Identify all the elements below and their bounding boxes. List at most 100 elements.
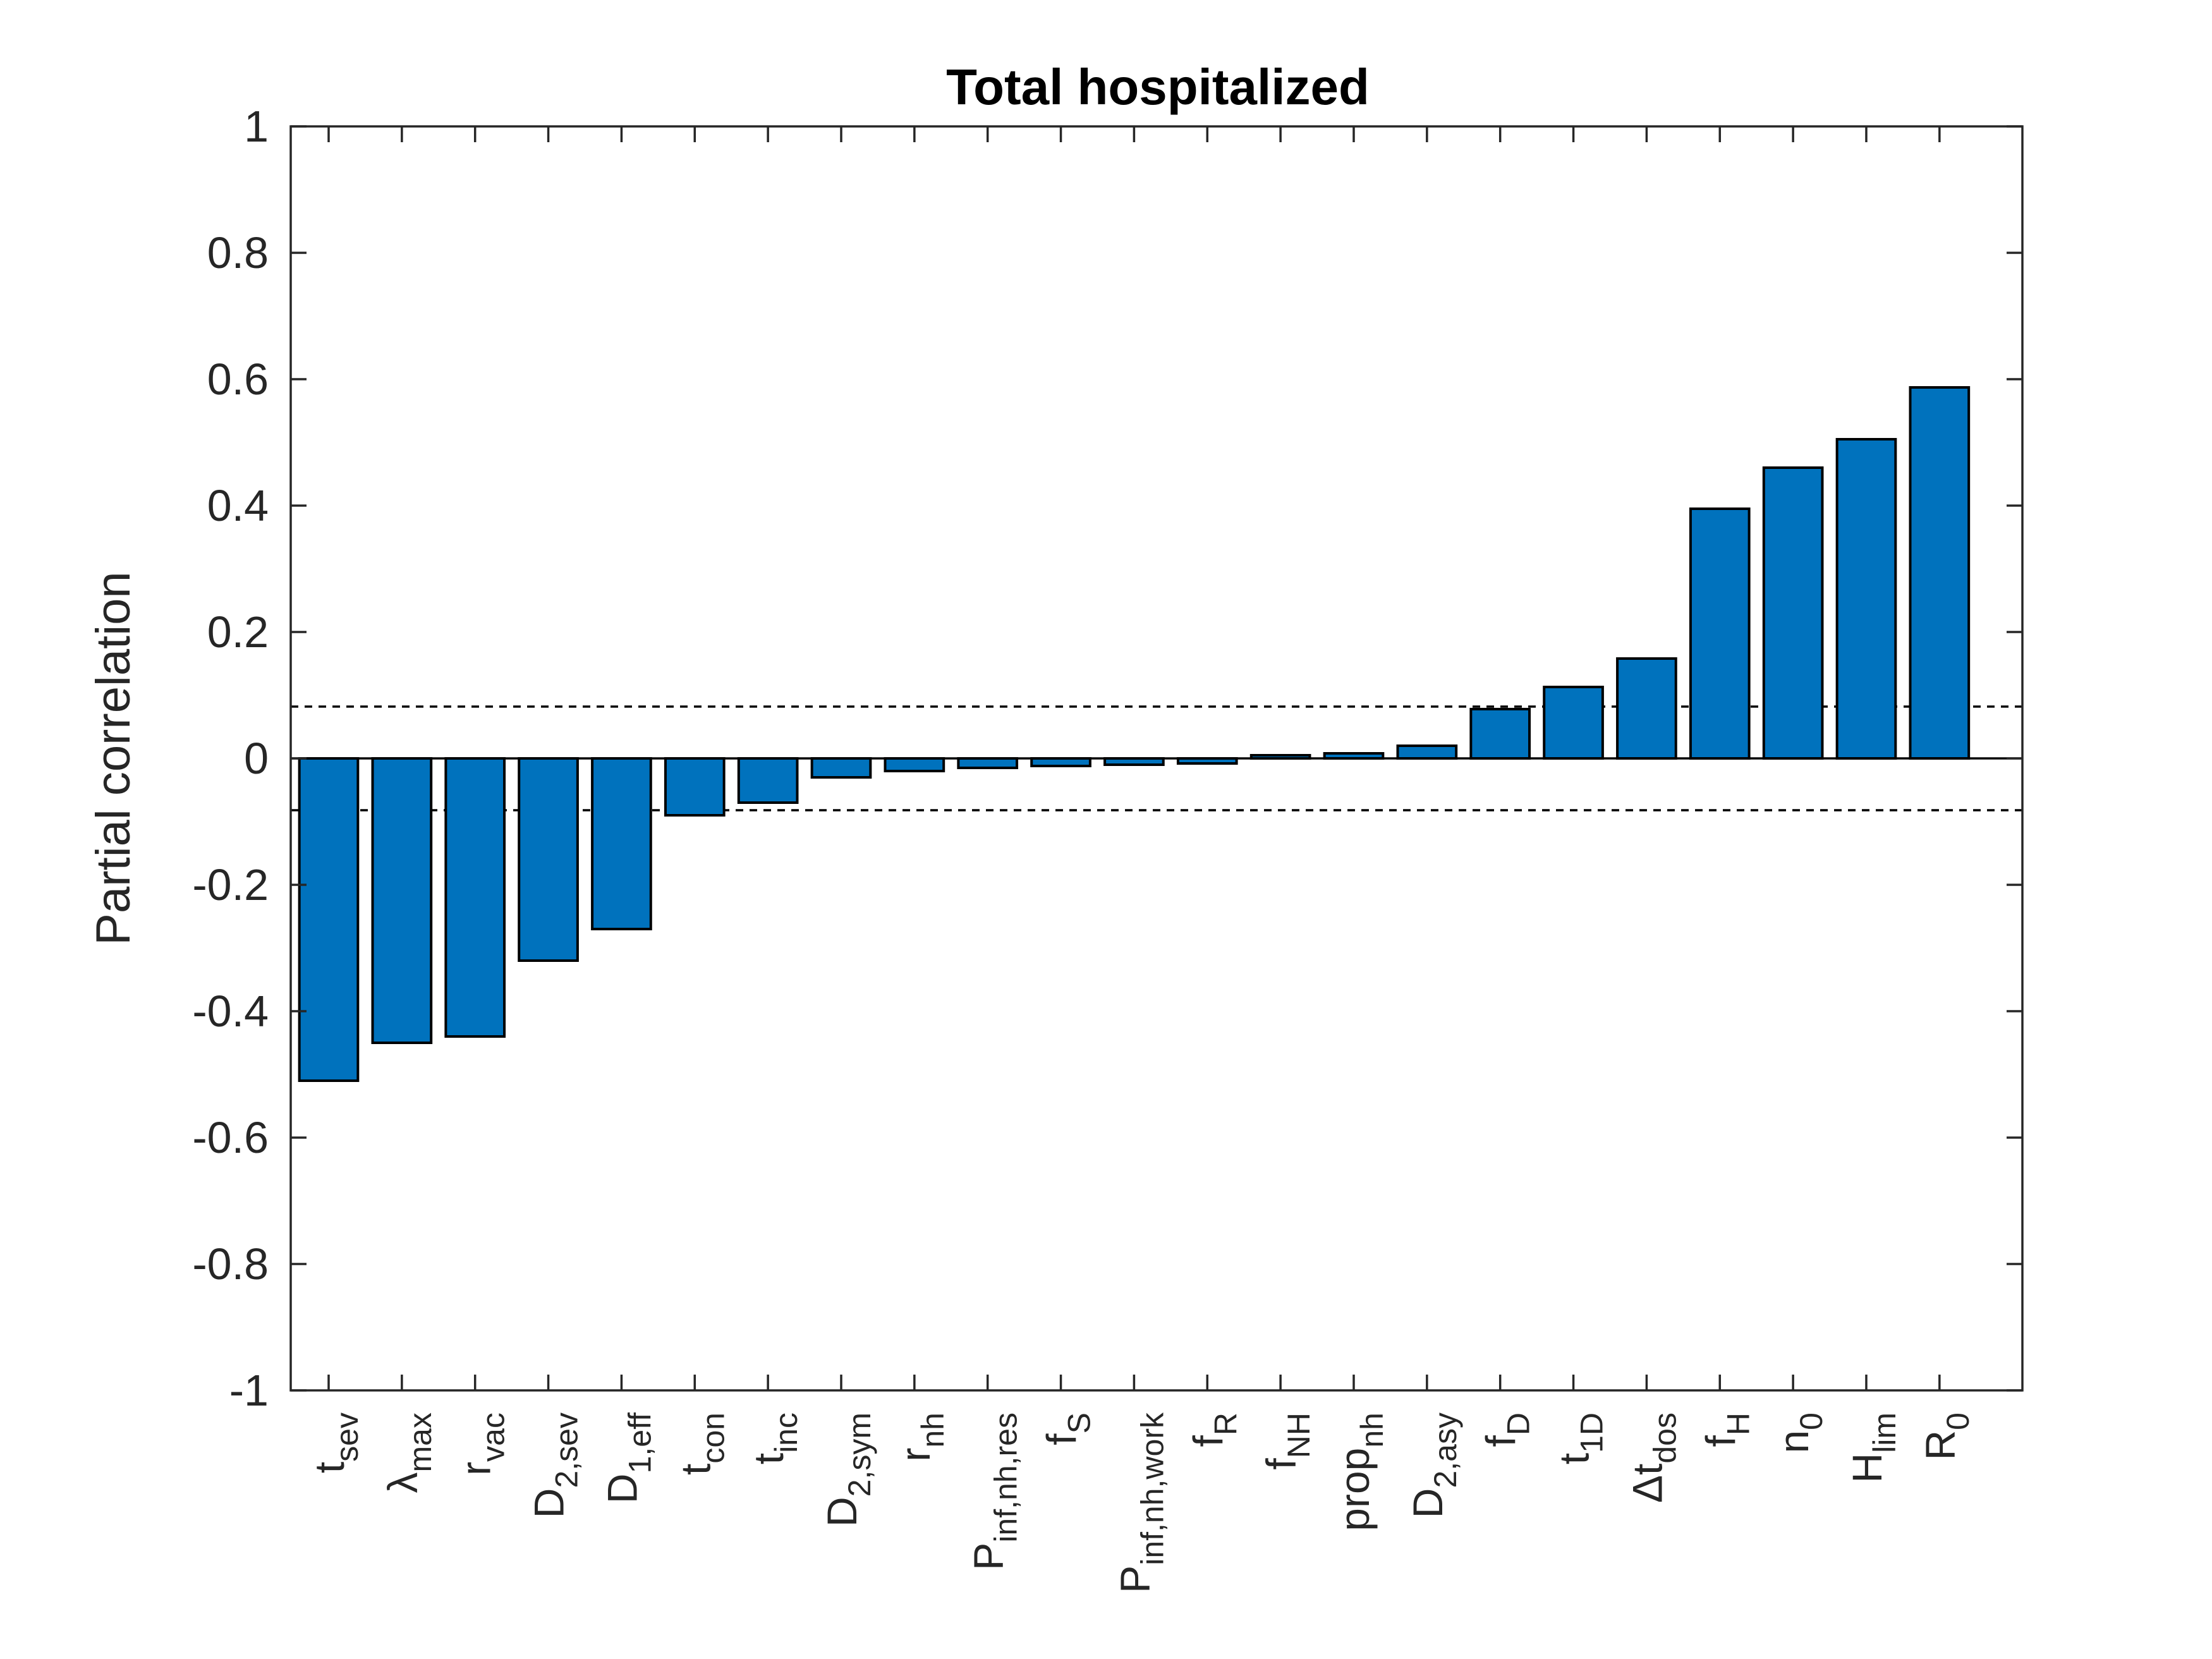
- x-tick-label-base: λ: [379, 1472, 426, 1493]
- x-tick-label: D2,asy: [1404, 1413, 1463, 1518]
- x-tick-label: tinc: [745, 1413, 804, 1464]
- x-tick-label-subscript: 1,eff: [622, 1413, 657, 1473]
- x-tick-label: rvac: [453, 1413, 511, 1476]
- x-tick-label: D2,sym: [818, 1413, 877, 1527]
- bar-3: [518, 757, 579, 962]
- x-tick-label-base: H: [1844, 1453, 1890, 1483]
- y-tick-label: 0.6: [207, 355, 269, 404]
- x-tick-label-base: D: [1404, 1488, 1451, 1519]
- y-axis-label: Partial correlation: [87, 571, 140, 945]
- y-tick-label: 0.2: [207, 607, 269, 657]
- x-tick-label-base: f: [1184, 1435, 1231, 1447]
- x-tick-label-base: D: [818, 1497, 865, 1527]
- x-tick-label-subscript: NH: [1281, 1413, 1316, 1458]
- x-tick-label-base: t: [745, 1453, 792, 1464]
- chart-title: Total hospitalized: [946, 59, 1370, 115]
- x-tick-label-base: D: [599, 1473, 645, 1504]
- x-tick-label: fR: [1184, 1413, 1243, 1447]
- x-tick-label: λmax: [379, 1413, 438, 1493]
- x-tick-label-subscript: R: [1208, 1413, 1243, 1435]
- bar-17: [1543, 686, 1604, 760]
- x-tick-label-base: f: [1038, 1433, 1085, 1445]
- x-tick-label-subscript: 2,sev: [549, 1413, 585, 1488]
- bar-15: [1396, 744, 1458, 760]
- y-tick-label: -1: [229, 1366, 269, 1415]
- x-tick-label: t1D: [1551, 1413, 1610, 1464]
- x-tick-label-base: R: [1917, 1430, 1964, 1461]
- bar-18: [1616, 657, 1677, 760]
- bar-22: [1909, 386, 1971, 760]
- y-axis: 1 0.8 0.6 0.4 0.2 0 -0.2 -0.4 -0.6 -0.8 -1: [192, 102, 2022, 1415]
- x-tick-label: R0: [1917, 1413, 1976, 1460]
- x-tick-label: Hlim: [1844, 1413, 1902, 1483]
- x-tick-label-base: t: [672, 1464, 719, 1475]
- bar-4: [591, 757, 652, 930]
- bar-19: [1689, 507, 1751, 760]
- bar-2: [444, 757, 506, 1038]
- bar-5: [664, 757, 726, 817]
- x-tick-label-subscript: con: [695, 1413, 731, 1464]
- y-tick-label: 1: [244, 102, 269, 151]
- x-tick-label-base: P: [1111, 1565, 1158, 1593]
- bar-0: [298, 757, 360, 1082]
- y-tick-label: -0.4: [192, 987, 269, 1036]
- significance-thresholds: [291, 705, 2022, 811]
- y-tick-label: 0.4: [207, 481, 269, 530]
- x-tick-label-base: f: [1697, 1435, 1744, 1447]
- y-tick-label: 0.8: [207, 228, 269, 277]
- x-tick-label-base: P: [965, 1543, 1012, 1571]
- y-tick-label: -0.2: [192, 860, 269, 909]
- x-tick-label: fS: [1038, 1413, 1097, 1445]
- x-tick-label-subscript: inc: [769, 1413, 804, 1453]
- x-tick-label-subscript: D: [1501, 1413, 1536, 1435]
- x-tick-label: fD: [1478, 1413, 1536, 1447]
- x-tick-label-subscript: dos: [1647, 1413, 1682, 1464]
- x-tick-label: rnh: [892, 1413, 951, 1462]
- x-tick-label: tcon: [672, 1413, 731, 1475]
- x-tick-label: tsev: [306, 1413, 365, 1473]
- bar-21: [1835, 438, 1897, 760]
- bar-6: [737, 757, 799, 804]
- x-tick-label: propnh: [1331, 1413, 1390, 1531]
- x-tick-label-subscript: 1D: [1574, 1413, 1610, 1453]
- x-tick-label-subscript: lim: [1867, 1413, 1902, 1453]
- x-tick-label: D1,eff: [599, 1413, 657, 1504]
- x-tick-label-subscript: max: [403, 1413, 438, 1472]
- x-tick-label-base: n: [1770, 1430, 1817, 1454]
- x-tick-label-subscript: S: [1062, 1413, 1097, 1433]
- x-tick-label-subscript: nh: [915, 1413, 951, 1448]
- x-tick-label-base: Δt: [1624, 1464, 1670, 1503]
- x-tick-label-subscript: sev: [329, 1413, 365, 1462]
- x-tick-label-subscript: inf,nh,work: [1134, 1412, 1170, 1565]
- bar-16: [1469, 708, 1531, 760]
- bar-10: [1030, 757, 1091, 767]
- bars: [298, 386, 1971, 1082]
- x-tick-label-subscript: vac: [476, 1413, 511, 1462]
- x-tick-label-base: r: [453, 1462, 499, 1476]
- x-tick-label: fH: [1697, 1413, 1756, 1447]
- x-tick-label: Pinf,nh,res: [965, 1413, 1024, 1571]
- x-tick-label: n0: [1770, 1413, 1829, 1454]
- bar-20: [1762, 466, 1824, 760]
- x-tick-label-base: prop: [1331, 1448, 1378, 1531]
- bar-9: [957, 757, 1019, 769]
- x-tick-label-subscript: 0: [1940, 1413, 1976, 1430]
- x-tick-label-base: t: [306, 1462, 353, 1473]
- bar-8: [884, 757, 945, 772]
- x-tick-label-subscript: 2,sym: [842, 1413, 877, 1497]
- x-tick-label-base: f: [1258, 1458, 1304, 1470]
- x-tick-label-base: t: [1551, 1453, 1598, 1464]
- x-tick-label-subscript: 2,asy: [1428, 1413, 1463, 1488]
- x-tick-label-subscript: H: [1720, 1413, 1756, 1435]
- x-tick-label-base: r: [892, 1448, 939, 1462]
- x-tick-label-base: f: [1478, 1435, 1524, 1447]
- x-tick-label-subscript: nh: [1354, 1413, 1390, 1448]
- x-tick-label-subscript: 0: [1794, 1413, 1829, 1430]
- bar-1: [371, 757, 433, 1044]
- x-tick-label: Δtdos: [1624, 1413, 1682, 1503]
- x-tick-label-base: D: [526, 1488, 573, 1519]
- x-tick-label: D2,sev: [526, 1413, 585, 1518]
- y-tick-label: 0: [244, 734, 269, 783]
